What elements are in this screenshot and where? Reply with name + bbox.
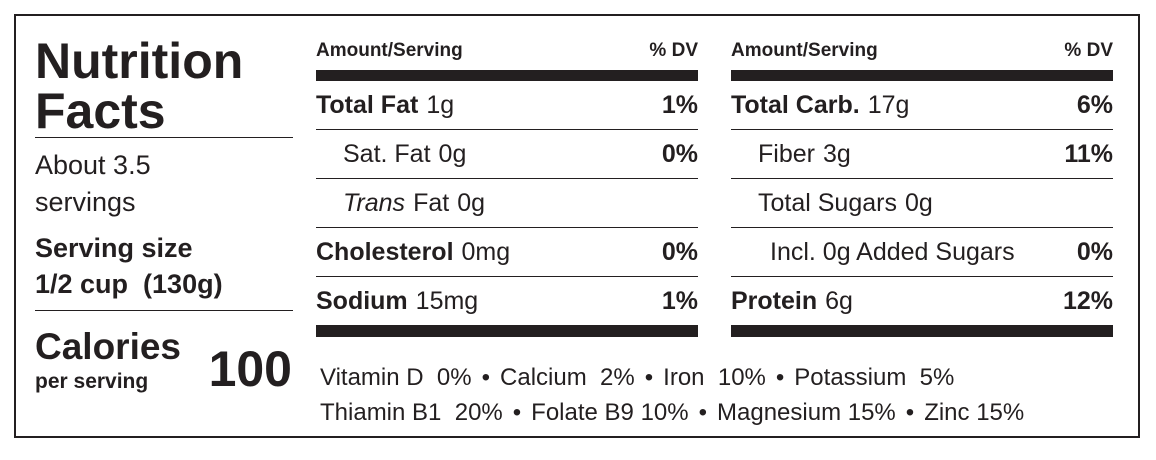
nutrient-name: Incl. 0g Added Sugars — [770, 237, 1015, 266]
nutrient-name: Cholesterol — [316, 237, 454, 266]
separator: • — [775, 364, 785, 391]
nutrient-row: Cholesterol 0mg 0% — [316, 228, 698, 277]
vitamin: Magnesium 15% — [717, 399, 896, 426]
table-header: Amount/Serving % DV — [316, 40, 698, 70]
separator: • — [905, 399, 915, 426]
header-amount: Amount/Serving — [316, 40, 463, 61]
separator: • — [698, 399, 708, 426]
rule — [35, 310, 293, 311]
header-dv: % DV — [649, 40, 698, 61]
vitamin-line: Thiamin B1 20% • Folate B9 10% • Magnesium 1… — [320, 399, 1024, 427]
vitamin: Vitamin D 0% — [320, 364, 472, 391]
rule — [35, 137, 293, 138]
vitamin: Iron 10% — [663, 364, 766, 391]
nutrient: Trans Fat 0g — [316, 189, 485, 218]
frame — [14, 14, 1140, 438]
nutrient-row: Total Fat 1g 1% — [316, 81, 698, 130]
thick-bar — [316, 70, 698, 81]
nutrient-name: Trans — [343, 188, 406, 217]
vitamin-line: Vitamin D 0% • Calcium 2% • Iron 10% • Potassi… — [320, 364, 954, 392]
nutrient-row: Protein 6g 12% — [731, 277, 1113, 326]
vitamin: Calcium 2% — [500, 364, 635, 391]
nutrient-amount: 15mg — [415, 286, 479, 315]
nutrient-name: Total Carb. — [731, 90, 860, 119]
calories-label: Calories — [35, 326, 182, 367]
serving-size-value: 1/2 cup (130g) — [35, 269, 223, 299]
servings: servings — [35, 187, 136, 217]
dv: 0% — [661, 139, 698, 168]
thick-bar — [731, 326, 1113, 337]
nutrient-amount: 3g — [822, 139, 851, 168]
nutrient: Total Carb. 17g — [731, 91, 909, 120]
nutrient: Cholesterol 0mg — [316, 238, 510, 267]
separator: • — [512, 399, 522, 426]
nutrient-row: Trans Fat 0g — [316, 179, 698, 228]
nutrient: Total Sugars 0g — [731, 189, 933, 218]
nutrient-row: Total Sugars 0g — [731, 179, 1113, 228]
calories-value: 100 — [208, 341, 292, 397]
nutrient-row: Total Carb. 17g 6% — [731, 81, 1113, 130]
nutrient: Total Fat 1g — [316, 91, 454, 120]
nutrient-row: Incl. 0g Added Sugars 0% — [731, 228, 1113, 277]
dv: 0% — [1076, 237, 1113, 266]
nutrient-table: Amount/Serving % DV Total Carb. 17g 6% Fiber 3… — [731, 40, 1113, 337]
nutrient: Incl. 0g Added Sugars — [731, 238, 1023, 267]
thick-bar — [316, 326, 698, 337]
thick-bar — [731, 70, 1113, 81]
nutrient: Sodium 15mg — [316, 287, 478, 316]
dv: 1% — [661, 286, 698, 315]
vitamin: Folate B9 10% — [531, 399, 689, 426]
nutrient-name: Protein — [731, 286, 818, 315]
nutrient-table: Amount/Serving% DV Total Fat 1g 1% Sat. Fat 0… — [316, 40, 698, 337]
nutrient-amount: 0mg — [461, 237, 511, 266]
nutrient: Sat. Fat 0g — [316, 140, 466, 169]
nutrient-row: Fiber 3g 11% — [731, 130, 1113, 179]
serving-size-label: Serving size — [35, 233, 193, 263]
nutrient-name: Fiber — [758, 139, 815, 168]
nutrient-amount: 0g — [457, 188, 485, 217]
table-header: Amount/Serving % DV — [731, 40, 1113, 70]
nutrient-amount: 6g — [825, 286, 853, 315]
nutrient-name: Sodium — [316, 286, 408, 315]
nutrient-row: Sodium 15mg 1% — [316, 277, 698, 326]
calories-sublabel: per serving — [35, 370, 149, 393]
nutrient-name: Total Sugars — [758, 188, 897, 217]
dv: 11% — [1064, 139, 1113, 168]
nutrient-name: Fat — [413, 188, 450, 217]
nutrient-amount: 17g — [867, 90, 910, 119]
vitamin: Zinc 15% — [924, 399, 1025, 426]
nutrient: Protein 6g — [731, 287, 853, 316]
dv: 12% — [1062, 286, 1113, 315]
vitamin: Thiamin B1 20% — [320, 399, 503, 426]
title-line: Nutrition — [35, 33, 244, 89]
separator: • — [644, 364, 654, 391]
nutrient-amount: 0g — [904, 188, 933, 217]
separator: • — [481, 364, 491, 391]
header-amount: Amount/Serving — [731, 40, 878, 61]
vitamin: Potassium 5% — [794, 364, 955, 391]
nutrient-name: Total Fat — [316, 90, 419, 119]
header-dv: % DV — [1064, 40, 1113, 61]
dv: 0% — [661, 237, 698, 266]
nutrient-name: Sat. Fat — [343, 139, 431, 168]
nutrient-amount: 0g — [438, 139, 467, 168]
dv: 6% — [1076, 90, 1113, 119]
nutrient-amount: 1g — [426, 90, 455, 119]
title-line: Facts — [35, 83, 166, 139]
nutrient-row: Sat. Fat 0g 0% — [316, 130, 698, 179]
servings: About 3.5 — [35, 150, 151, 180]
nutrient: Fiber 3g — [731, 140, 851, 169]
dv: 1% — [661, 90, 698, 119]
